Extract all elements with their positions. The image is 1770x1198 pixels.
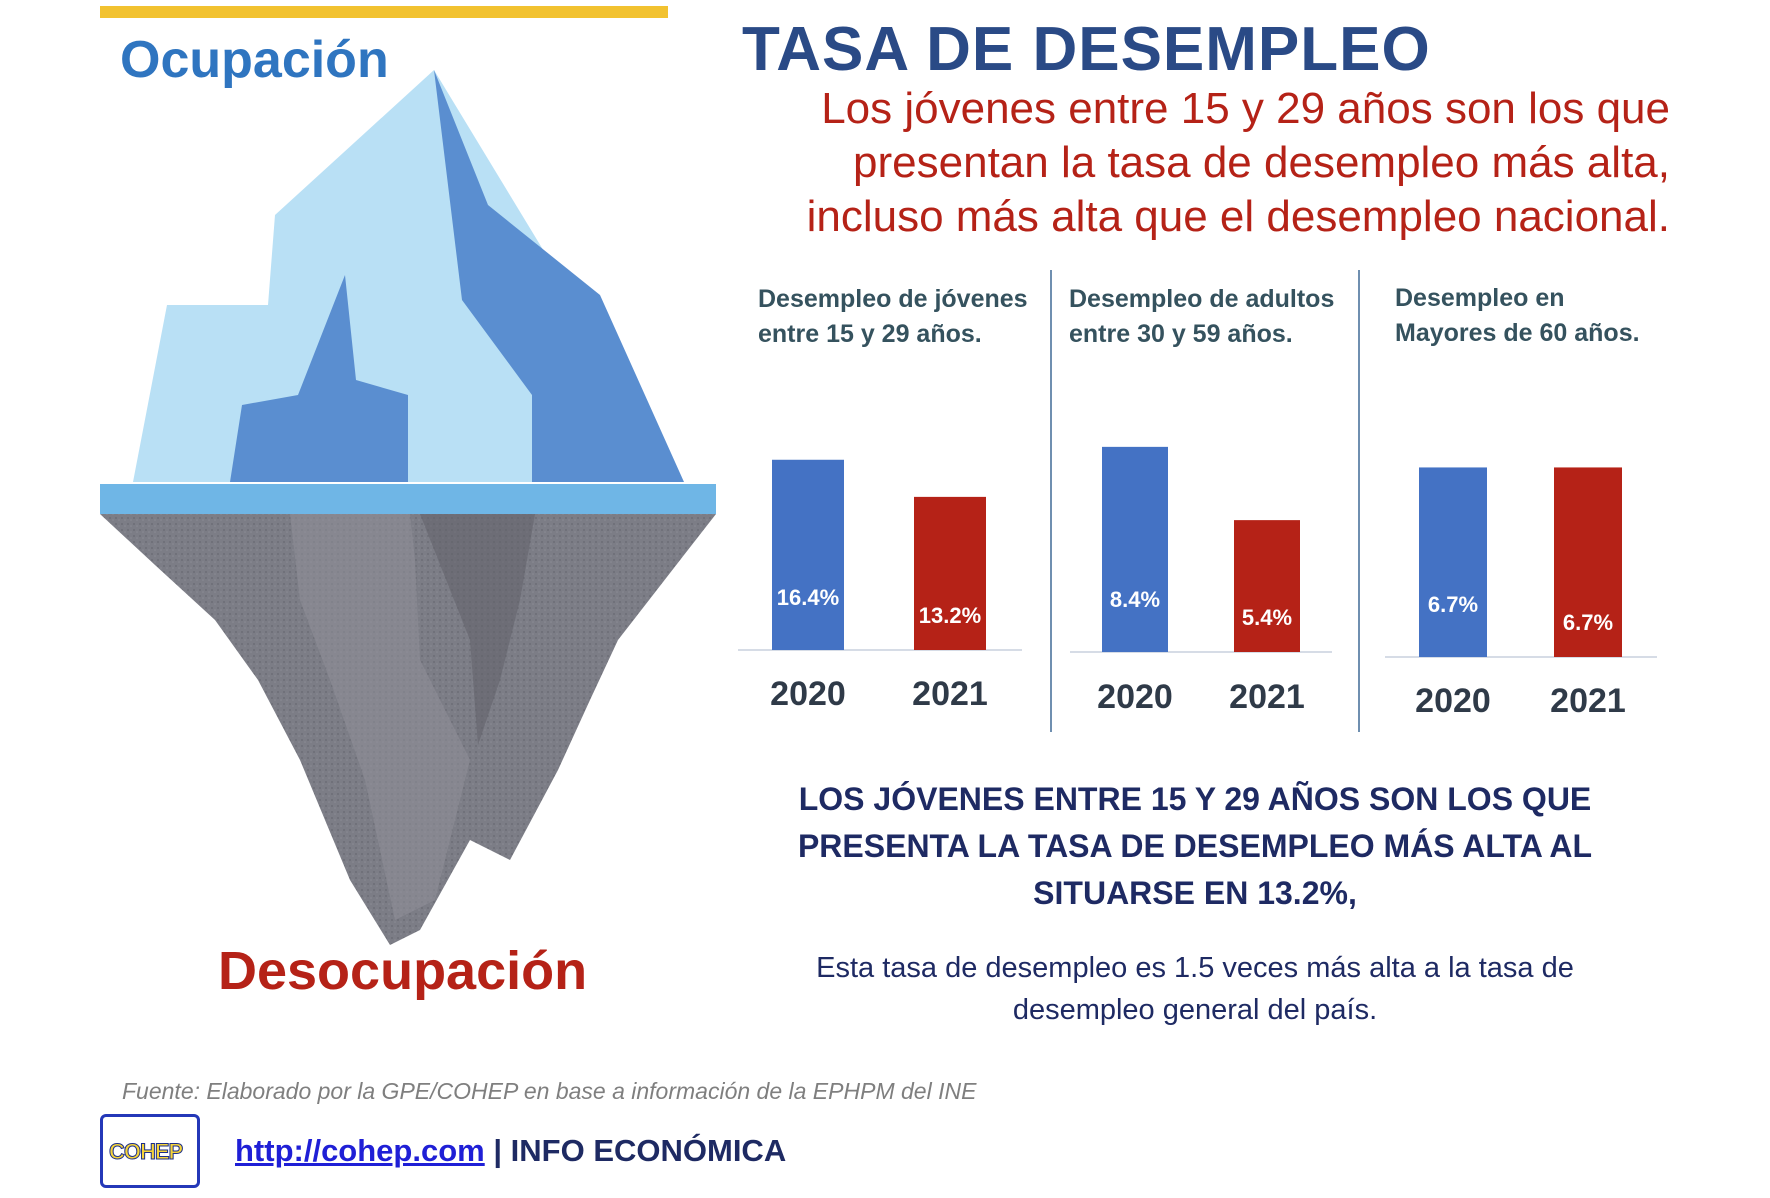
logo-text: COHEP: [108, 1139, 183, 1165]
chart-data-label: 5.4%: [1242, 605, 1292, 630]
iceberg-illustration: [100, 70, 716, 945]
iceberg-underwater-shade: [290, 514, 470, 920]
chart-bar-2021: [1234, 520, 1300, 652]
subtitle-line: Los jóvenes entre 15 y 29 años son los q…: [821, 84, 1670, 133]
chart-separator: [1050, 270, 1052, 732]
chart-separator: [1358, 270, 1360, 732]
chart-tick-label: 2020: [770, 675, 846, 713]
chart-tick-label: 2020: [1097, 678, 1173, 716]
chart-tick-label: 2021: [1229, 678, 1305, 716]
subtitle-line: incluso más alta que el desempleo nacion…: [806, 192, 1670, 241]
chart-bar-2021: [914, 496, 986, 650]
chart-data-label: 6.7%: [1563, 610, 1613, 635]
chart-title-jovenes: Desempleo de jóvenes entre 15 y 29 años.: [758, 285, 1028, 348]
conclusion-text: LOS JÓVENES ENTRE 15 Y 29 AÑOS SON LOS Q…: [740, 776, 1650, 917]
chart-title-adultos: Desempleo de adultos entre 30 y 59 años.: [1069, 285, 1335, 348]
chart-data-label: 16.4%: [777, 585, 839, 610]
note-line: desempleo general del país.: [1012, 994, 1378, 1026]
conclusion-line: LOS JÓVENES ENTRE 15 Y 29 AÑOS SON LOS Q…: [798, 781, 1592, 817]
iceberg-underwater-dark: [420, 514, 535, 745]
chart-bar-2021: [1554, 467, 1622, 657]
iceberg-tip-shade-left: [230, 275, 408, 482]
footer-line: http://cohep.com | INFO ECONÓMICA: [235, 1133, 786, 1169]
note-line: Esta tasa de desempleo es 1.5 veces más …: [816, 952, 1574, 984]
note-text: Esta tasa de desempleo es 1.5 veces más …: [740, 947, 1650, 1031]
cohep-logo: COHEP: [100, 1114, 200, 1188]
ocupacion-label: Ocupación: [120, 31, 389, 89]
chart-bar-2020: [1102, 446, 1168, 652]
chart-data-label: 6.7%: [1428, 592, 1478, 617]
subtitle-line: presentan la tasa de desempleo más alta,: [853, 138, 1670, 187]
chart-tick-label: 2021: [1550, 682, 1626, 720]
footer-section-label: INFO ECONÓMICA: [510, 1133, 787, 1168]
chart-bar-2020: [1419, 467, 1487, 657]
chart-bar-2020: [772, 459, 844, 650]
conclusion-line: PRESENTA LA TASA DE DESEMPLEO MÁS ALTA A…: [797, 828, 1593, 864]
conclusion-line: SITUARSE EN 13.2%,: [1033, 875, 1357, 911]
iceberg-tip-shade-right: [434, 70, 684, 482]
footer-separator: |: [493, 1133, 503, 1168]
chart-title-mayores: Desempleo en Mayores de 60 años.: [1395, 284, 1640, 347]
chart-data-label: 8.4%: [1110, 587, 1160, 612]
chart-tick-label: 2020: [1415, 682, 1491, 720]
cohep-link[interactable]: http://cohep.com: [235, 1133, 485, 1168]
subtitle: Los jóvenes entre 15 y 29 años son los q…: [730, 82, 1670, 244]
source-note: Fuente: Elaborado por la GPE/COHEP en ba…: [122, 1078, 977, 1104]
page-title: TASA DE DESEMPLEO: [742, 15, 1431, 84]
chart-tick-label: 2021: [912, 675, 988, 713]
top-accent-bar: [100, 6, 668, 18]
water-line: [100, 484, 716, 514]
chart-data-label: 13.2%: [919, 603, 981, 628]
desocupacion-label: Desocupación: [218, 941, 588, 1001]
